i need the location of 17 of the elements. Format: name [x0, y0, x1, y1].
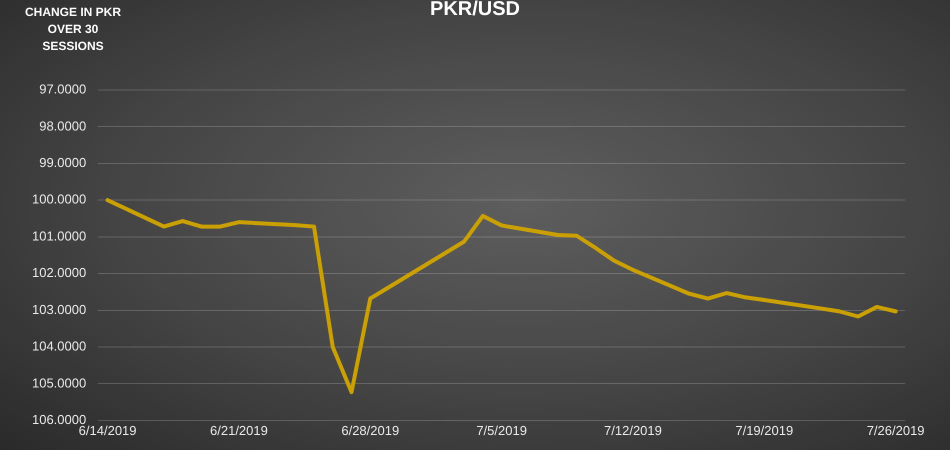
y-tick-label: 99.0000	[39, 155, 86, 170]
y-tick-label: 98.0000	[39, 118, 86, 134]
y-tick-label: 102.0000	[32, 265, 86, 280]
x-tick-label: 7/12/2019	[604, 422, 662, 438]
y-tick-label: 101.0000	[32, 228, 86, 244]
x-tick-label: 7/5/2019	[476, 422, 527, 438]
y-tick-label: 100.0000	[32, 192, 86, 207]
y-axis-title: CHANGE IN PKR OVER 30 SESSIONS	[24, 4, 122, 55]
x-tick-label: 7/26/2019	[866, 422, 925, 438]
x-tick-label: 7/19/2019	[735, 422, 794, 438]
y-tick-label: 105.0000	[32, 375, 86, 390]
x-tick-label: 6/21/2019	[210, 422, 268, 438]
y-tick-label: 97.0000	[39, 82, 86, 97]
x-tick-label: 6/28/2019	[341, 422, 400, 438]
y-tick-label: 103.0000	[32, 302, 86, 317]
chart-title: PKR/USD	[430, 0, 520, 20]
y-tick-label: 104.0000	[32, 338, 86, 354]
